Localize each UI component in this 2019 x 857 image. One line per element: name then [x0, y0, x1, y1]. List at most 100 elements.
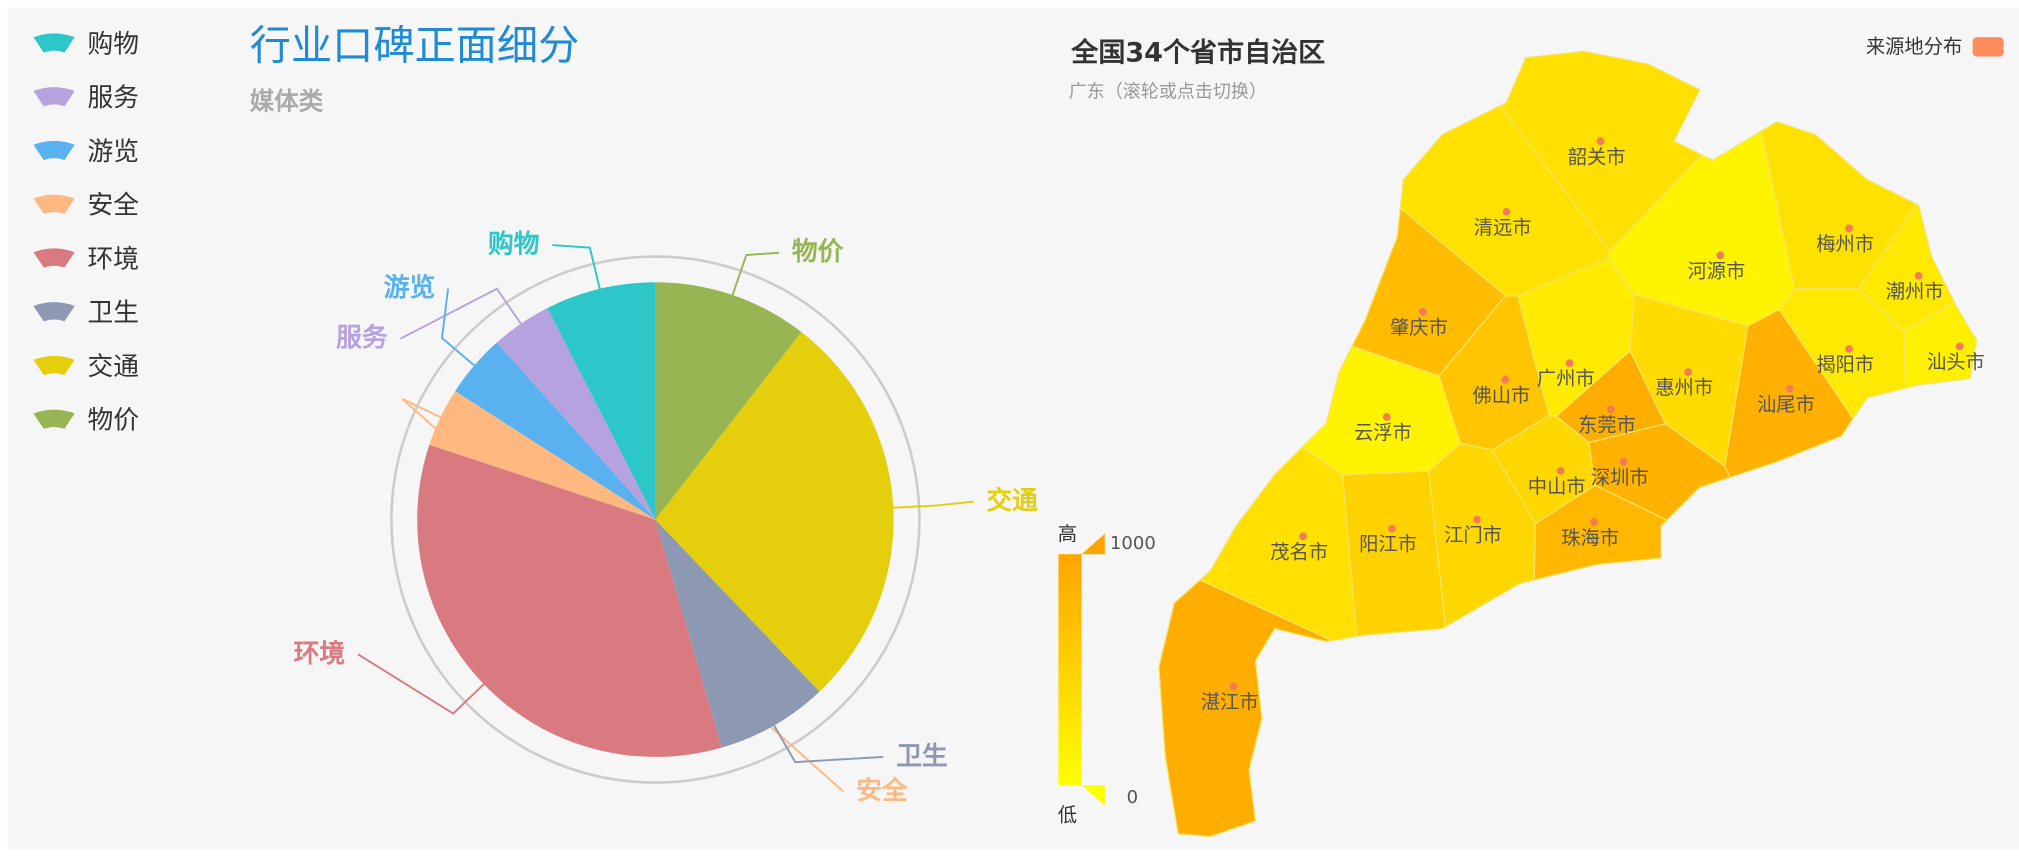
slice-label: 环境 [294, 638, 345, 669]
city-label: 梅州市 [1816, 233, 1874, 256]
pie-slice [547, 282, 656, 520]
legend-icon [33, 248, 75, 268]
legend-label: 卫生 [88, 298, 139, 328]
slice-label: 购物 [488, 230, 539, 260]
city-dot [1716, 251, 1725, 260]
city-label: 肇庆市 [1390, 316, 1448, 339]
visual-map-high: 高 [1058, 523, 1077, 546]
legend-label: 环境 [88, 244, 139, 274]
legend-swatch [1972, 37, 2004, 57]
city-dot [1388, 524, 1396, 533]
city-label: 东莞市 [1578, 413, 1636, 436]
city-dot [1473, 515, 1481, 524]
city-label: 惠州市 [1655, 376, 1713, 399]
city-dot [1619, 458, 1628, 466]
city-dot [1955, 342, 1964, 351]
region [1158, 579, 1335, 838]
legend-icon [33, 87, 75, 107]
slice-label: 安全 [856, 775, 908, 806]
city-label: 茂名市 [1270, 540, 1328, 563]
city-dot [1501, 375, 1510, 384]
city-label: 潮州市 [1886, 280, 1944, 303]
label-line [766, 713, 884, 764]
city-dot [1785, 384, 1794, 393]
city-label: 中山市 [1528, 475, 1586, 498]
chart-subtitle: 媒体类 [250, 87, 324, 116]
city-label: 云浮市 [1354, 421, 1412, 444]
pie-ring [390, 255, 921, 784]
city-label: 阳江市 [1359, 533, 1417, 556]
label-line [727, 251, 780, 308]
legend-label: 服务 [88, 83, 139, 113]
city-dot [1684, 368, 1692, 376]
city-dot [1914, 271, 1923, 280]
city-dot [1845, 345, 1853, 353]
legend-icon [33, 140, 75, 161]
visual-map-max: 1000 [1110, 533, 1156, 554]
legend-icon [33, 33, 75, 53]
slice-label: 服务 [336, 323, 388, 353]
city-label: 韶关市 [1568, 145, 1626, 168]
city-label: 汕头市 [1927, 351, 1985, 374]
city-dot [1845, 224, 1853, 233]
slice-label: 交通 [986, 485, 1038, 516]
legend-icon [33, 355, 75, 376]
city-label: 深圳市 [1591, 466, 1649, 489]
label-line [880, 500, 974, 510]
pie-slice [655, 519, 820, 748]
legend-label: 交通 [88, 352, 139, 382]
pie-slice [417, 444, 722, 757]
legend-label: 物价 [88, 406, 139, 436]
region [1903, 301, 1978, 389]
city-label: 揭阳市 [1816, 353, 1874, 376]
city-label: 河源市 [1687, 260, 1745, 283]
visual-map-bar [1058, 554, 1082, 786]
city-dot [1382, 413, 1391, 421]
city-label: 广州市 [1537, 367, 1595, 390]
city-label: 佛山市 [1472, 384, 1530, 407]
city-dot [1556, 466, 1565, 475]
city-label: 清远市 [1474, 216, 1532, 239]
pie-slice [429, 391, 656, 520]
legend-label: 安全 [88, 191, 140, 221]
city-label: 江门市 [1444, 524, 1502, 547]
legend-label[interactable]: 来源地分布 [1866, 35, 1963, 58]
city-label: 汕尾市 [1757, 393, 1815, 416]
map-title: 全国34个省市自治区 [1070, 36, 1325, 68]
city-dot [1229, 682, 1238, 691]
city-dot [1606, 405, 1615, 414]
city-label: 湛江市 [1201, 691, 1259, 714]
pie-slice [455, 342, 656, 520]
city-dot [1590, 518, 1598, 527]
label-line [552, 244, 604, 302]
slice-label: 卫生 [896, 741, 947, 771]
label-line [400, 287, 529, 340]
chart-title: 行业口碑正面细分 [250, 22, 579, 70]
city-dot [1596, 137, 1605, 145]
region [1199, 446, 1358, 642]
city-dot [1502, 207, 1511, 216]
pie-slice [655, 332, 894, 692]
slice-label: 游览 [384, 273, 435, 303]
slice-label: 物价 [792, 237, 844, 267]
visual-map-low: 低 [1058, 803, 1077, 826]
legend-icon [33, 302, 75, 322]
city-dot [1299, 532, 1307, 541]
pie-slice [496, 308, 656, 520]
city-label: 珠海市 [1561, 526, 1619, 549]
legend-label: 购物 [88, 29, 139, 59]
region [1533, 484, 1668, 581]
visual-map-min: 0 [1127, 787, 1138, 808]
pie-chart: 行业口碑正面细分 媒体类 购物购物服务服务游览游览安全安全环境环境卫生卫生交通交… [33, 22, 1038, 806]
legend-label: 游览 [88, 137, 139, 167]
city-dot [1418, 307, 1427, 316]
visual-map-handle [1081, 533, 1105, 555]
visual-map-handle [1081, 785, 1105, 806]
legend-icon [33, 194, 75, 214]
label-line [440, 288, 485, 375]
legend-icon [33, 409, 75, 429]
region [1778, 288, 1907, 420]
map-subtitle: 广东（滚轮或点击切换） [1069, 81, 1267, 102]
